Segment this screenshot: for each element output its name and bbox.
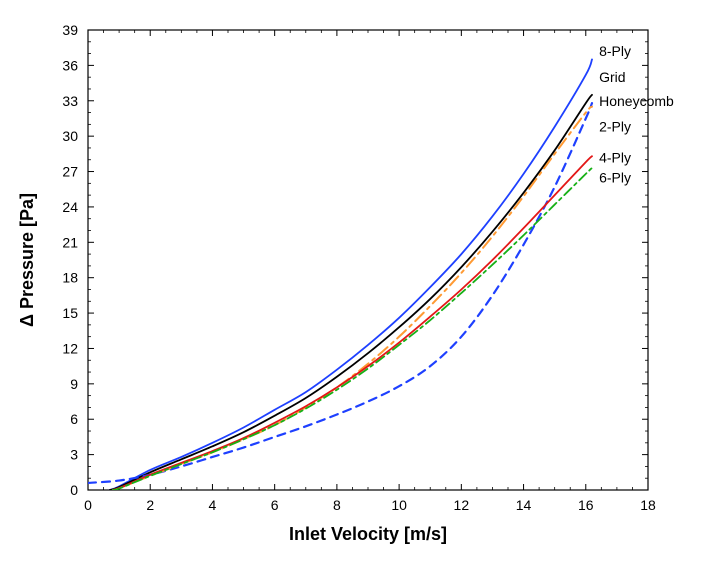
x-tick-label: 4 bbox=[209, 497, 217, 513]
series-group bbox=[88, 59, 592, 490]
series-4-ply bbox=[113, 156, 592, 490]
y-tick-label: 15 bbox=[62, 305, 78, 321]
y-tick-label: 12 bbox=[62, 340, 78, 356]
series-6-ply bbox=[113, 168, 592, 490]
x-axis-label: Inlet Velocity [m/s] bbox=[289, 524, 447, 544]
x-tick-label: 12 bbox=[454, 497, 470, 513]
y-tick-label: 3 bbox=[70, 447, 78, 463]
x-tick-label: 2 bbox=[146, 497, 154, 513]
y-tick-label: 6 bbox=[70, 411, 78, 427]
y-tick-label: 21 bbox=[62, 234, 78, 250]
y-tick-label: 30 bbox=[62, 128, 78, 144]
series-label-8-ply: 8-Ply bbox=[599, 43, 631, 59]
x-tick-label: 16 bbox=[578, 497, 594, 513]
y-tick-label: 27 bbox=[62, 164, 78, 180]
y-tick-label: 39 bbox=[62, 22, 78, 38]
y-tick-label: 24 bbox=[62, 199, 78, 215]
chart-svg: 0246810121416180369121518212427303336398… bbox=[0, 0, 721, 578]
x-tick-label: 0 bbox=[84, 497, 92, 513]
x-tick-label: 10 bbox=[391, 497, 407, 513]
series-label-2-ply: 2-Ply bbox=[599, 119, 631, 135]
y-axis-label: Δ Pressure [Pa] bbox=[17, 193, 37, 327]
series-label-grid: Grid bbox=[599, 69, 625, 85]
y-tick-label: 0 bbox=[70, 482, 78, 498]
y-tick-label: 9 bbox=[70, 376, 78, 392]
y-tick-label: 18 bbox=[62, 270, 78, 286]
pressure-velocity-chart: 0246810121416180369121518212427303336398… bbox=[0, 0, 721, 578]
series-label-honeycomb: Honeycomb bbox=[599, 93, 674, 109]
x-tick-label: 18 bbox=[640, 497, 656, 513]
y-tick-label: 33 bbox=[62, 93, 78, 109]
series-grid bbox=[110, 95, 592, 490]
y-tick-label: 36 bbox=[62, 57, 78, 73]
plot-box bbox=[88, 30, 648, 490]
x-tick-label: 8 bbox=[333, 497, 341, 513]
x-tick-label: 6 bbox=[271, 497, 279, 513]
series-label-4-ply: 4-Ply bbox=[599, 149, 631, 165]
series-8-ply bbox=[110, 59, 592, 490]
series-label-6-ply: 6-Ply bbox=[599, 169, 631, 185]
x-tick-label: 14 bbox=[516, 497, 532, 513]
series-honeycomb bbox=[88, 103, 592, 483]
series-2-ply bbox=[113, 107, 592, 490]
